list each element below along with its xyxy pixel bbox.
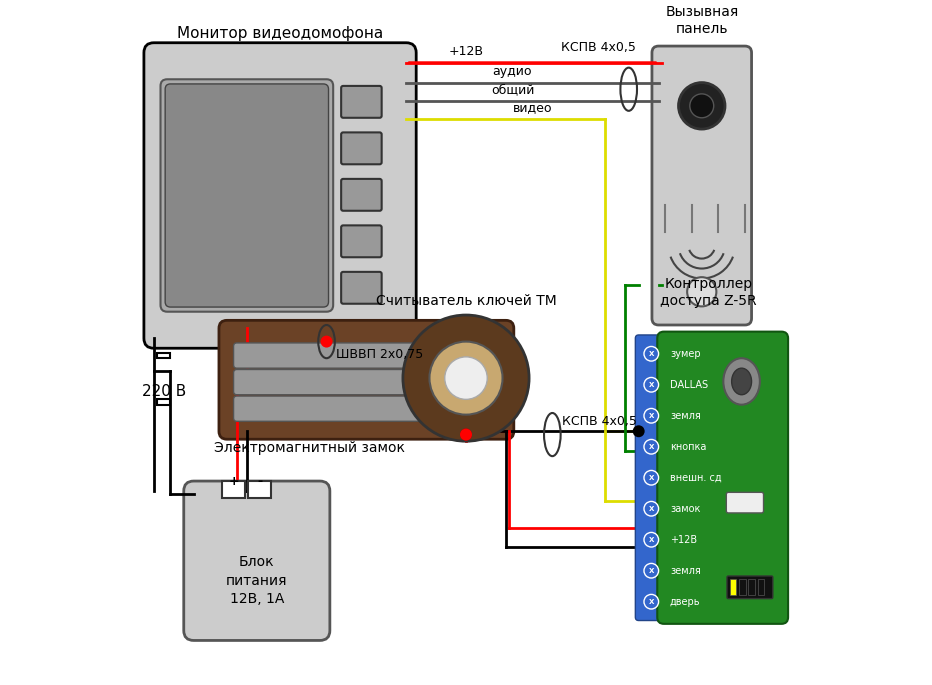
Circle shape: [460, 429, 472, 440]
Bar: [758, 580, 764, 595]
Text: Монитор видеодомофона: Монитор видеодомофона: [177, 27, 383, 41]
Text: X: X: [649, 599, 654, 605]
FancyBboxPatch shape: [341, 132, 382, 164]
Circle shape: [644, 501, 659, 516]
Text: замок: замок: [670, 503, 700, 514]
Text: Считыватель ключей ТМ: Считыватель ключей ТМ: [376, 295, 556, 308]
Text: DALLAS: DALLAS: [670, 379, 708, 390]
Text: видео: видео: [513, 101, 552, 114]
Text: Блок
питания
12В, 1А: Блок питания 12В, 1А: [226, 556, 288, 606]
FancyBboxPatch shape: [341, 179, 382, 211]
Circle shape: [644, 595, 659, 609]
Circle shape: [460, 429, 472, 440]
Text: кнопка: кнопка: [670, 442, 706, 451]
Circle shape: [633, 425, 645, 437]
Text: общий: общий: [491, 84, 534, 97]
Text: +12В: +12В: [670, 535, 697, 545]
FancyBboxPatch shape: [657, 332, 788, 624]
FancyBboxPatch shape: [727, 576, 773, 599]
Text: X: X: [649, 537, 654, 543]
FancyBboxPatch shape: [636, 335, 667, 621]
Text: X: X: [649, 475, 654, 481]
FancyBboxPatch shape: [234, 343, 500, 368]
Bar: [739, 580, 746, 595]
Circle shape: [687, 277, 717, 306]
Circle shape: [644, 377, 659, 392]
Text: X: X: [649, 568, 654, 574]
Circle shape: [644, 532, 659, 547]
Text: +12В: +12В: [448, 45, 484, 58]
Circle shape: [690, 94, 714, 118]
FancyBboxPatch shape: [341, 225, 382, 258]
Text: Контроллер
доступа Z-5R: Контроллер доступа Z-5R: [660, 277, 757, 308]
FancyBboxPatch shape: [234, 369, 500, 395]
FancyBboxPatch shape: [144, 42, 417, 348]
Text: зумер: зумер: [670, 349, 701, 359]
Circle shape: [644, 440, 659, 454]
Text: ШВВП 2х0,75: ШВВП 2х0,75: [336, 348, 423, 361]
Ellipse shape: [732, 368, 751, 395]
Circle shape: [445, 357, 487, 399]
FancyBboxPatch shape: [184, 481, 330, 640]
Text: Вызывная
панель: Вызывная панель: [665, 5, 738, 36]
Ellipse shape: [723, 358, 760, 405]
Text: внешн. сд: внешн. сд: [670, 473, 721, 483]
Text: X: X: [649, 382, 654, 388]
Bar: [158, 399, 171, 405]
Bar: [248, 481, 271, 498]
FancyBboxPatch shape: [219, 321, 514, 439]
FancyBboxPatch shape: [341, 86, 382, 118]
FancyBboxPatch shape: [234, 396, 500, 421]
Text: X: X: [649, 444, 654, 450]
FancyBboxPatch shape: [726, 493, 763, 513]
Text: X: X: [649, 351, 654, 357]
FancyBboxPatch shape: [160, 79, 333, 312]
Text: -: -: [257, 475, 263, 488]
Circle shape: [644, 408, 659, 423]
Circle shape: [644, 471, 659, 485]
Text: аудио: аудио: [493, 65, 532, 78]
Text: X: X: [649, 413, 654, 419]
Text: земля: земля: [670, 411, 701, 421]
Text: +: +: [228, 475, 239, 488]
Bar: [730, 580, 736, 595]
Bar: [222, 481, 245, 498]
Text: дверь: дверь: [670, 597, 700, 607]
Text: X: X: [649, 506, 654, 512]
Bar: [158, 353, 171, 358]
Text: КСПВ 4х0,5: КСПВ 4х0,5: [561, 41, 637, 54]
Circle shape: [678, 83, 725, 129]
Text: земля: земля: [670, 566, 701, 575]
Text: 220 В: 220 В: [142, 384, 186, 399]
Circle shape: [430, 342, 502, 414]
FancyBboxPatch shape: [341, 272, 382, 303]
Circle shape: [644, 563, 659, 578]
Circle shape: [644, 347, 659, 361]
FancyBboxPatch shape: [652, 46, 751, 325]
Text: КСПВ 4х0,5: КСПВ 4х0,5: [562, 415, 637, 428]
Circle shape: [403, 315, 529, 441]
Bar: [748, 580, 755, 595]
Text: Электромагнитный замок: Электромагнитный замок: [214, 441, 405, 456]
FancyBboxPatch shape: [165, 84, 328, 307]
Circle shape: [321, 336, 333, 347]
